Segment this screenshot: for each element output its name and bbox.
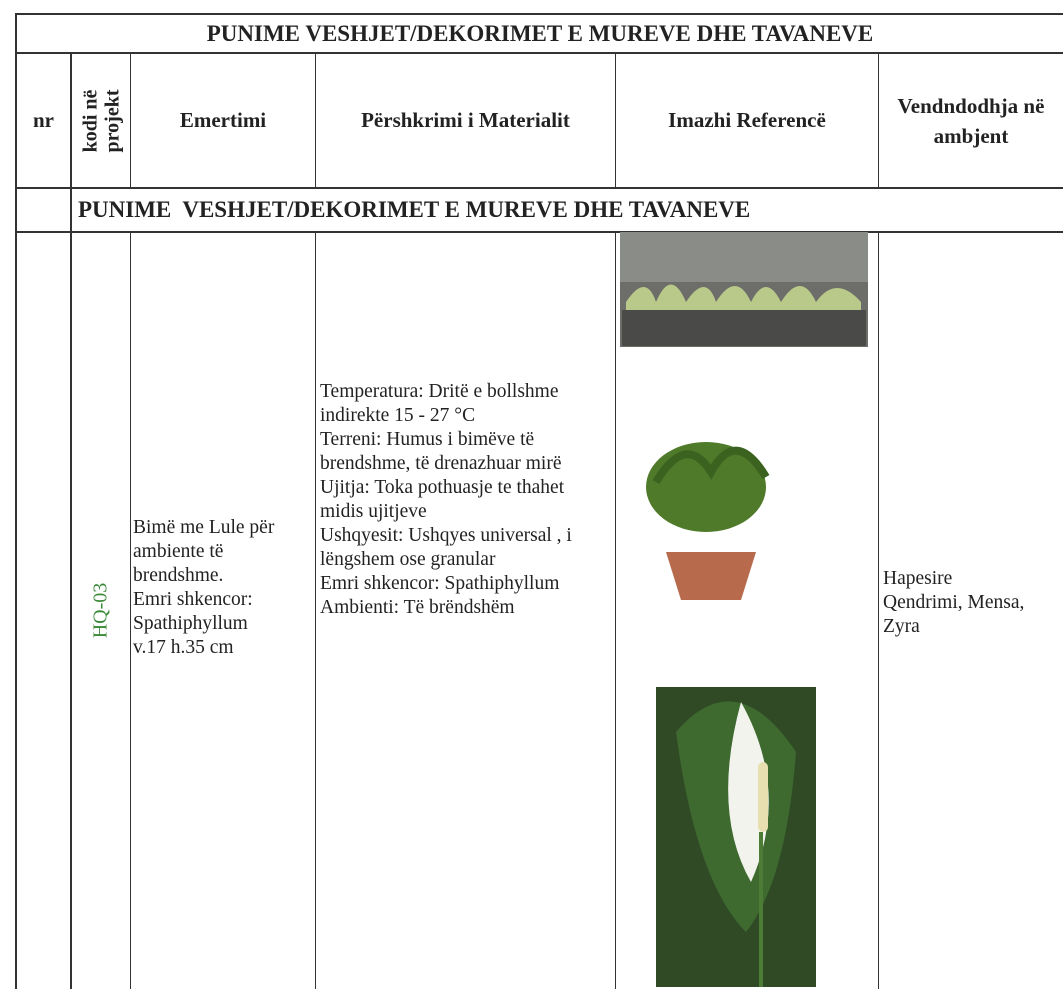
header: nr	[33, 108, 54, 132]
name-cell: Bimë me Lule për ambiente të brendshme. …	[133, 516, 313, 660]
border	[15, 13, 17, 989]
code: HQ-03	[89, 582, 112, 639]
header: Imazhi Referencë	[668, 108, 826, 132]
location: Hapesire Qendrimi, Mensa, Zyra	[883, 568, 1025, 637]
description-cell: Temperatura: Dritë e bollshme indirekte …	[320, 380, 610, 620]
photo-bg	[620, 232, 868, 282]
description-line: Ujitja: Toka pothuasje te thahet midis u…	[320, 477, 565, 522]
header: Emertimi	[179, 108, 267, 132]
header: Vendndodhja në ambjent	[897, 93, 1045, 148]
stem	[759, 832, 763, 987]
name-line: v.17 h.35 cm	[133, 637, 234, 658]
border	[878, 232, 879, 989]
pot	[666, 552, 756, 600]
code-box: HQ-03	[72, 232, 130, 989]
description-line: Terreni: Humus i bimëve të brendshme, të…	[320, 429, 562, 474]
grass	[626, 284, 861, 312]
description-line: Temperatura: Dritë e bollshme indirekte …	[320, 381, 559, 426]
plant-leaves	[652, 446, 770, 485]
description-line: Ushqyesit: Ushqyes universal , i lëngshe…	[320, 525, 572, 570]
section-title: PUNIME VESHJET/DEKORIMET E MUREVE DHE TA…	[78, 197, 751, 222]
description-line: Ambienti: Të brëndshëm	[320, 597, 515, 618]
reference-images	[620, 232, 868, 987]
spathe	[728, 702, 769, 882]
spadix	[758, 762, 768, 832]
header: Përshkrimi i Materialit	[361, 108, 570, 132]
header-box: kodi në projekt	[72, 54, 130, 187]
title: PUNIME VESHJET/DEKORIMET E MUREVE DHE TA…	[206, 20, 874, 46]
border	[130, 52, 131, 188]
name-line: Bimë me Lule për ambiente të brendshme.	[133, 517, 275, 586]
border	[315, 52, 316, 188]
description-line: Emri shkencor: Spathiphyllum	[320, 573, 560, 594]
border	[15, 52, 1063, 54]
border	[15, 231, 1063, 233]
border	[130, 232, 131, 989]
header: kodi në projekt	[79, 89, 124, 152]
border	[878, 52, 879, 188]
border	[70, 52, 72, 989]
name-line: Emri shkencor: Spathiphyllum	[133, 589, 253, 634]
border	[15, 13, 1063, 15]
border	[315, 232, 316, 989]
border	[615, 52, 616, 188]
plant-leaves	[646, 442, 766, 532]
border	[15, 187, 1063, 189]
border	[615, 232, 616, 989]
planter	[622, 310, 866, 346]
